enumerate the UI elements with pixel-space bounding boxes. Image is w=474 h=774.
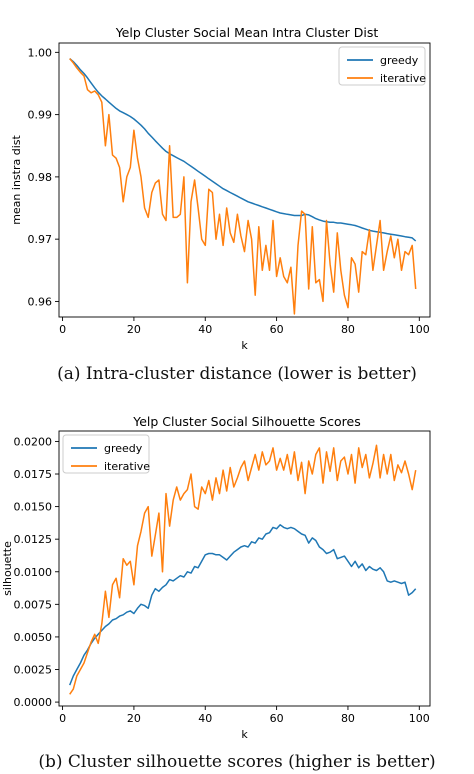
x-axis-label: k <box>241 339 248 352</box>
x-tick-label: 0 <box>59 323 66 336</box>
series-line-greedy <box>69 524 417 686</box>
y-tick-label: 0.0125 <box>14 533 53 546</box>
series-line-iterative <box>69 444 417 695</box>
y-tick-label: 0.0025 <box>14 664 53 677</box>
y-tick-label: 0.97 <box>28 233 53 246</box>
y-tick-label: 1.00 <box>28 46 53 59</box>
legend: greedy iterative <box>62 434 150 474</box>
y-tick-label: 0.96 <box>28 295 53 308</box>
legend-box <box>338 46 426 86</box>
legend-label-greedy: greedy <box>104 442 143 455</box>
y-tick-label: 0.98 <box>28 171 53 184</box>
chart-title: Yelp Cluster Social Mean Intra Cluster D… <box>115 25 379 40</box>
y-tick-label: 0.0050 <box>14 631 53 644</box>
caption-a: (a) Intra-cluster distance (lower is bet… <box>57 364 417 384</box>
x-tick-label: 60 <box>270 323 284 336</box>
y-tick-label: 0.0200 <box>14 435 53 448</box>
x-tick-label: 60 <box>270 712 284 725</box>
plot-frame <box>58 430 431 707</box>
intra-cluster-distance-chart: Yelp Cluster Social Mean Intra Cluster D… <box>10 25 431 352</box>
x-tick-label: 20 <box>127 323 141 336</box>
y-tick-label: 0.99 <box>28 109 53 122</box>
x-tick-label: 0 <box>59 712 66 725</box>
y-tick-label: 0.0075 <box>14 598 53 611</box>
y-tick-label: 0.0175 <box>14 468 53 481</box>
x-tick-label: 80 <box>341 323 355 336</box>
y-tick-label: 0.0100 <box>14 566 53 579</box>
y-tick-label: 0.0150 <box>14 501 53 514</box>
series-line-greedy <box>69 58 417 242</box>
legend-label-iterative: iterative <box>104 460 150 473</box>
series-line-iterative <box>69 58 417 315</box>
x-tick-label: 100 <box>409 712 430 725</box>
x-tick-label: 80 <box>341 712 355 725</box>
y-axis-label: mean instra dist <box>10 135 23 225</box>
y-tick-label: 0.0000 <box>14 696 53 709</box>
plot-frame <box>58 42 431 318</box>
y-axis-label: silhouette <box>1 541 14 596</box>
x-tick-label: 40 <box>198 712 212 725</box>
chart-title: Yelp Cluster Social Silhouette Scores <box>132 414 360 429</box>
silhouette-score-chart: Yelp Cluster Social Silhouette Scores 0 2… <box>1 414 431 741</box>
legend-box <box>62 434 150 474</box>
x-tick-label: 20 <box>127 712 141 725</box>
x-tick-label: 40 <box>198 323 212 336</box>
legend-label-greedy: greedy <box>380 54 419 67</box>
caption-b: (b) Cluster silhouette scores (higher is… <box>38 752 436 772</box>
x-axis-label: k <box>241 728 248 741</box>
legend: greedy iterative <box>338 46 426 86</box>
x-tick-label: 100 <box>409 323 430 336</box>
legend-label-iterative: iterative <box>380 72 426 85</box>
